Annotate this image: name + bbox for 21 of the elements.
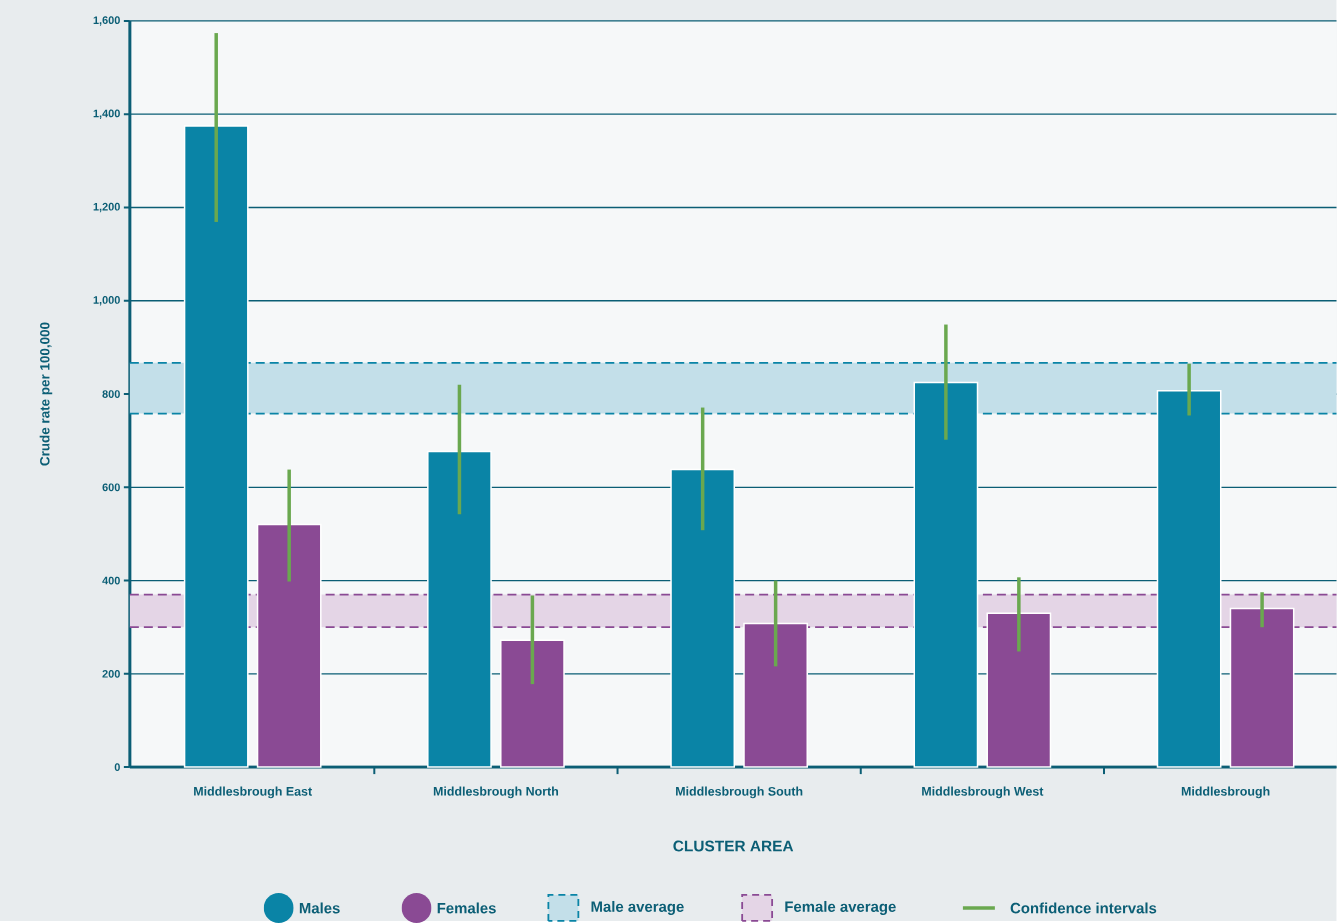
y-axis-title: Crude rate per 100,000 — [39, 322, 53, 466]
y-tick-label: 1,000 — [93, 296, 120, 306]
y-tick-label: 200 — [102, 670, 120, 678]
y-tick-label: 800 — [102, 390, 120, 398]
x-tick-label: Middlesbrough West — [922, 786, 1044, 799]
legend-label: Males — [299, 902, 340, 914]
x-tick-label: Middlesbrough North — [433, 786, 559, 799]
legend-label: Male average — [591, 901, 684, 915]
y-tick-label: 0 — [114, 763, 120, 772]
legend-label: Females — [437, 902, 496, 914]
x-tick-label: Middlesbrough South — [676, 786, 803, 799]
text: Confidence intervals — [1010, 902, 1157, 914]
x-axis-title: CLUSTER AREA — [673, 840, 794, 852]
y-tick-label: 1,400 — [93, 109, 120, 119]
legend-label: Female average — [785, 901, 896, 915]
y-tick-label: 1,600 — [93, 16, 120, 26]
x-tick-label: Middlesbrough — [1181, 786, 1270, 799]
y-tick-label: 400 — [102, 576, 120, 585]
y-tick-label: 600 — [102, 483, 120, 492]
y-tick-label: 1,200 — [93, 202, 120, 213]
x-tick-label: Middlesbrough East — [194, 786, 312, 799]
